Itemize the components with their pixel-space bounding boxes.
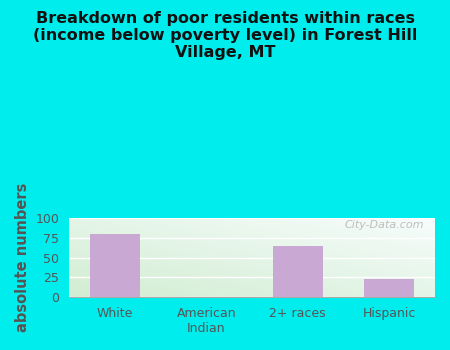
Text: Breakdown of poor residents within races
(income below poverty level) in Forest : Breakdown of poor residents within races… xyxy=(33,10,417,60)
Bar xyxy=(273,246,323,297)
Bar xyxy=(364,279,414,297)
Bar xyxy=(90,234,140,297)
Y-axis label: absolute numbers: absolute numbers xyxy=(15,183,30,332)
Text: City-Data.com: City-Data.com xyxy=(345,220,424,230)
